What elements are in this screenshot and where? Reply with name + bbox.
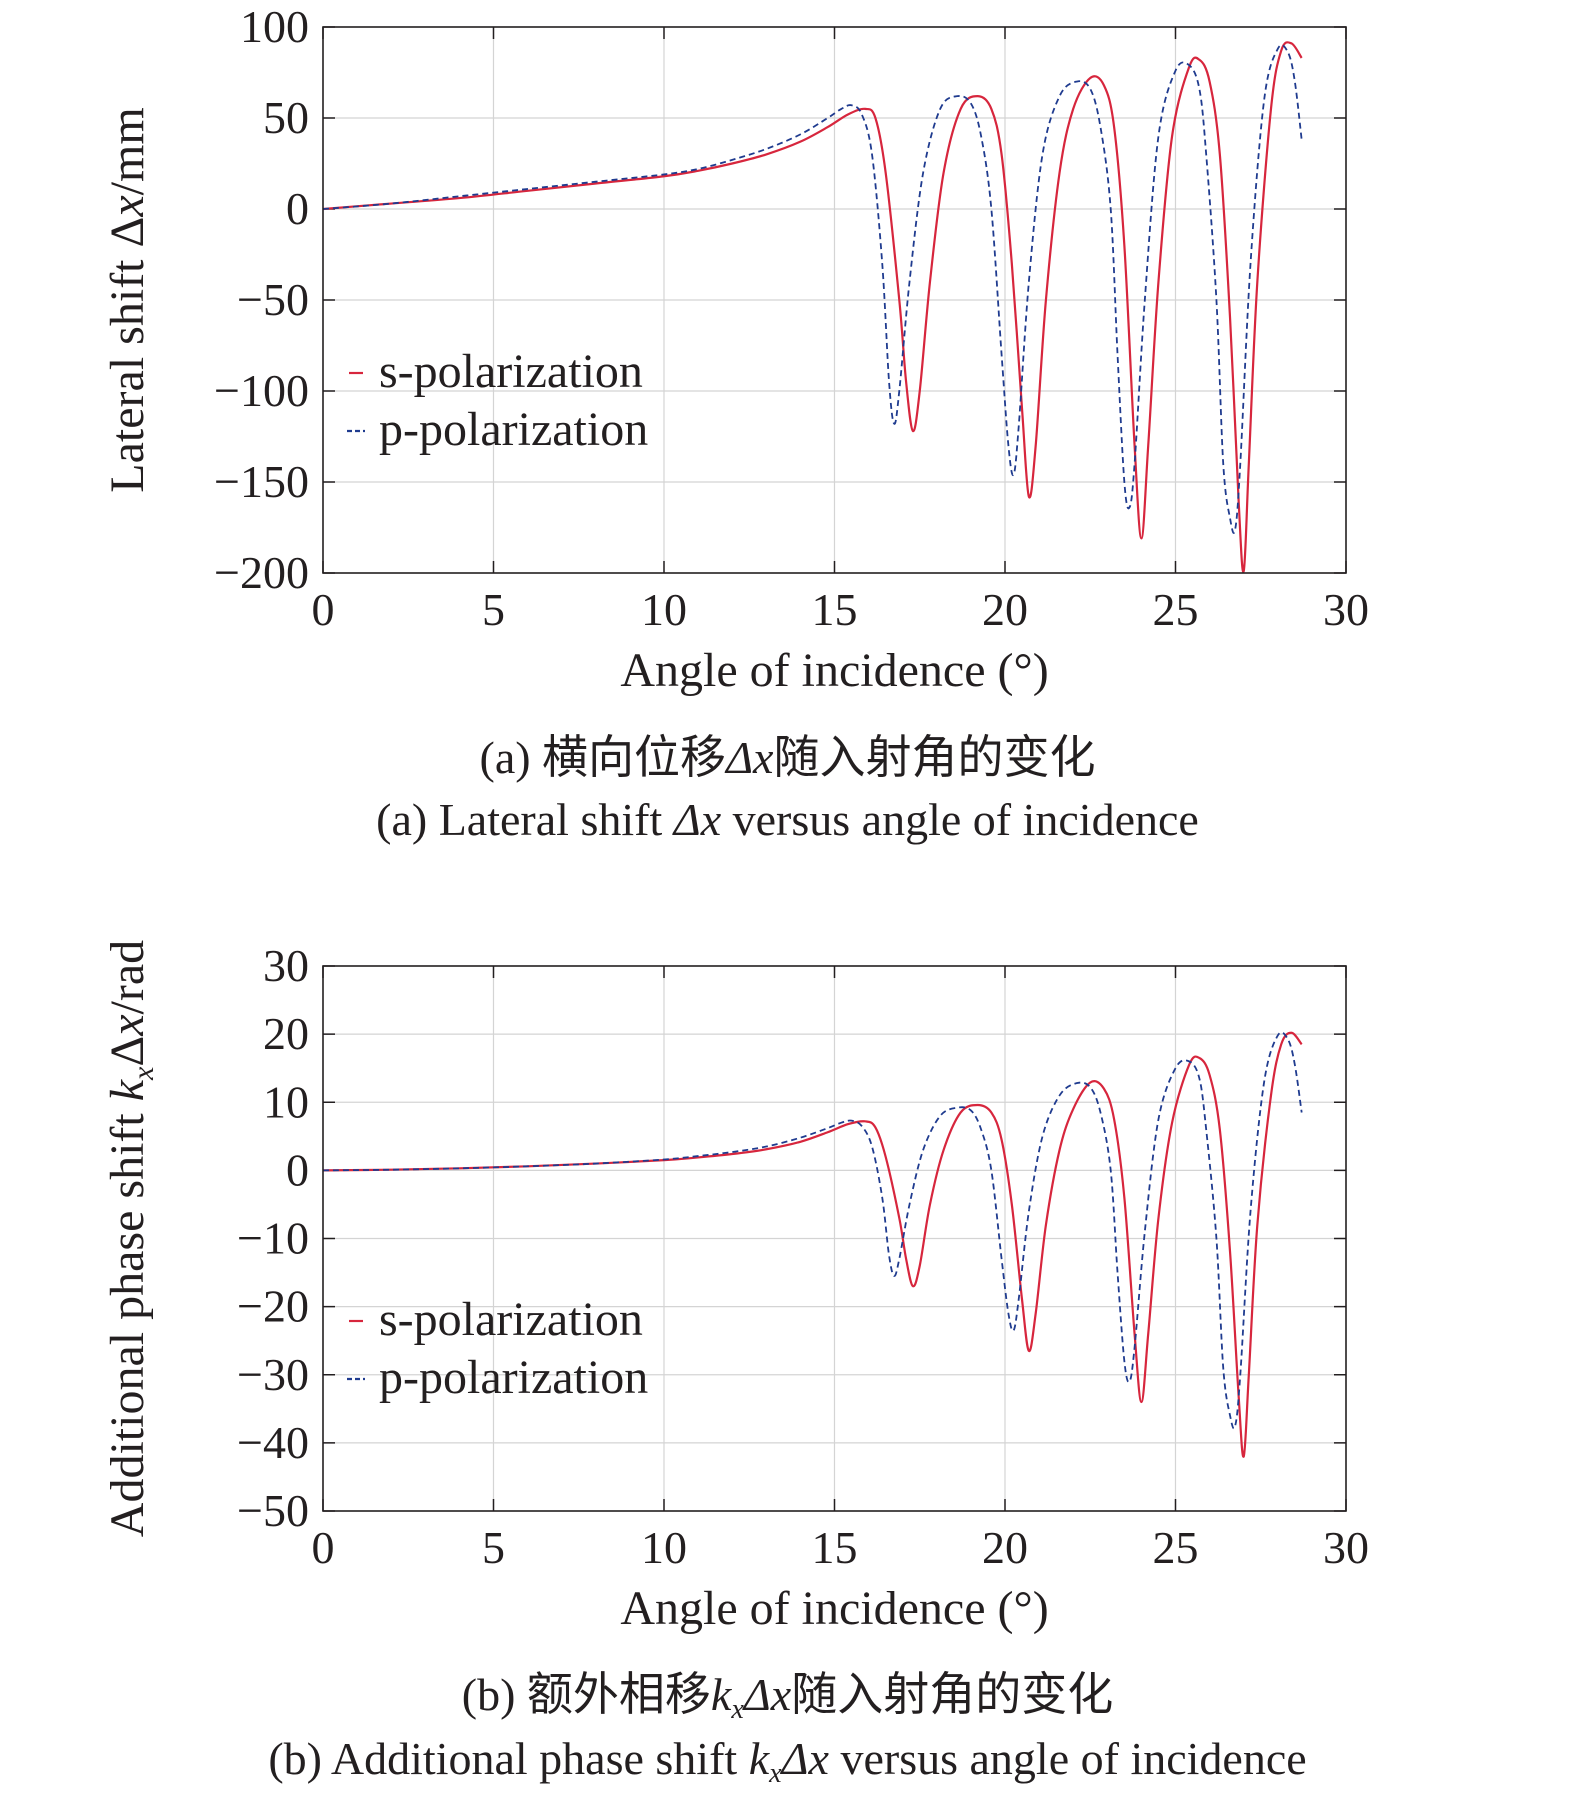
chart-b-ytick-label: 20: [263, 1008, 309, 1059]
caption-a-chinese: (a) 横向位移Δx随入射角的变化: [0, 735, 1575, 781]
chart-a-ytick-label: −50: [237, 274, 309, 325]
chart-a-xtick-label: 10: [641, 584, 687, 635]
chart-b-xtick-label: 0: [312, 1522, 335, 1573]
chart-b-ylabel-text: Additional phase shift: [101, 1101, 154, 1537]
chart-a-ytick-label: 50: [263, 92, 309, 143]
chart-b-grid: [323, 966, 1346, 1511]
chart-b-xtick-label: 5: [482, 1522, 505, 1573]
chart-a-grid: [323, 27, 1346, 573]
caption-a-en-var: Δx: [673, 794, 722, 845]
chart-a-series-group: [323, 41, 1303, 573]
chart-a-xlabel: Angle of incidence (°): [620, 644, 1048, 697]
chart-b-ytick-label: 0: [286, 1144, 309, 1195]
caption-a-en-suffix: versus angle of incidence: [721, 794, 1199, 845]
caption-a-english: (a) Lateral shift Δx versus angle of inc…: [0, 797, 1575, 843]
chart-a-ytick-label: −100: [214, 365, 309, 416]
caption-b-chinese: (b) 额外相移kxΔx随入射角的变化: [0, 1669, 1575, 1724]
chart-a-series-s-polarization: [323, 41, 1303, 573]
chart-b-ylabel-unit: /rad: [101, 940, 154, 1015]
chart-b-xtick-label: 20: [982, 1522, 1028, 1573]
caption-b-en-k: k: [748, 1733, 770, 1784]
chart-b-ytick-label: −10: [237, 1213, 309, 1264]
chart-a-ylabel-text: Lateral shift Δ: [101, 217, 154, 493]
chart-a-xtick-label: 5: [482, 584, 505, 635]
chart-b-series-group: [323, 1031, 1303, 1458]
chart-b-xlabel: Angle of incidence (°): [620, 1582, 1048, 1635]
chart-a-ylabel-var: x: [101, 195, 154, 217]
chart-b-xtick-label: 10: [641, 1522, 687, 1573]
chart-b-legend-label-p-polarization: p-polarization: [379, 1351, 648, 1404]
chart-a-legend-label-p-polarization: p-polarization: [379, 403, 648, 456]
caption-b-zh-var: Δx: [743, 1669, 792, 1720]
chart-a-ytick-label: −150: [214, 456, 309, 507]
chart-b-ylabel-sub: x: [127, 1066, 160, 1081]
caption-a-zh-prefix: (a) 横向位移: [479, 732, 727, 783]
chart-b-ytick-label: −30: [237, 1349, 309, 1400]
caption-a-en-prefix: (a) Lateral shift: [376, 794, 674, 845]
chart-a-xtick-label: 20: [982, 584, 1028, 635]
caption-b-zh-k: k: [710, 1669, 732, 1720]
chart-a-xtick-label: 15: [812, 584, 858, 635]
chart-a-ytick-label: −200: [214, 547, 309, 598]
caption-b-zh-prefix: (b) 额外相移: [461, 1669, 711, 1720]
chart-b-ytick-label: −40: [237, 1417, 309, 1468]
chart-b-ytick-label: −50: [237, 1485, 309, 1536]
caption-a-zh-suffix: 随入射角的变化: [773, 732, 1096, 783]
chart-b-series-s-polarization: [323, 1031, 1303, 1458]
chart-b-xtick-label: 25: [1153, 1522, 1199, 1573]
chart-b-series-p-polarization: [323, 1031, 1303, 1430]
chart-b-phase-shift: 0 5 10 15 20 25 30 30 20 10 0 −10 −20 −30 −40 −50 Angle …: [101, 940, 1369, 1635]
caption-b-en-var: Δx: [781, 1733, 829, 1784]
caption-a-zh-var: Δx: [726, 732, 774, 783]
chart-b-ylabel-k: k: [101, 1078, 154, 1101]
chart-b-xtick-label: 15: [812, 1522, 858, 1573]
chart-a-xtick-label: 0: [312, 584, 335, 635]
chart-a-xtick-label: 30: [1323, 584, 1369, 635]
caption-b-en-prefix: (b) Additional phase shift: [268, 1733, 749, 1784]
chart-b-ylabel-var: x: [101, 1014, 154, 1036]
chart-a-ytick-label: 0: [286, 183, 309, 234]
caption-b-zh-sub: x: [731, 1694, 744, 1725]
chart-a-lateral-shift: 0 5 10 15 20 25 30 100 50 0 −50 −100 −150 −200 Angle o…: [101, 1, 1369, 697]
caption-b-en-sub: x: [769, 1758, 782, 1789]
chart-a-ylabel: Lateral shift Δx/mm: [101, 107, 154, 492]
chart-a-series-p-polarization: [323, 44, 1303, 534]
chart-b-xtick-label: 30: [1323, 1522, 1369, 1573]
chart-a-xtick-label: 25: [1153, 584, 1199, 635]
caption-b-en-suffix: versus angle of incidence: [828, 1733, 1307, 1784]
chart-b-ytick-label: 10: [263, 1076, 309, 1127]
chart-b-ytick-label: 30: [263, 940, 309, 991]
chart-b-ytick-label: −20: [237, 1281, 309, 1332]
chart-b-axes-frame: [322, 965, 1347, 1512]
chart-a-legend-label-s-polarization: s-polarization: [379, 345, 643, 398]
chart-b-ylabel: Additional phase shift kxΔx/rad: [101, 940, 160, 1537]
caption-b-english: (b) Additional phase shift kxΔx versus a…: [0, 1733, 1575, 1788]
chart-a-ytick-label: 100: [240, 1, 309, 52]
caption-b-zh-suffix: 随入射角的变化: [791, 1669, 1114, 1720]
chart-a-ylabel-unit: /mm: [101, 107, 154, 195]
chart-b-ylabel-delta: Δ: [101, 1036, 154, 1067]
chart-a-axes-frame: [322, 26, 1347, 574]
chart-b-legend-label-s-polarization: s-polarization: [379, 1293, 643, 1346]
